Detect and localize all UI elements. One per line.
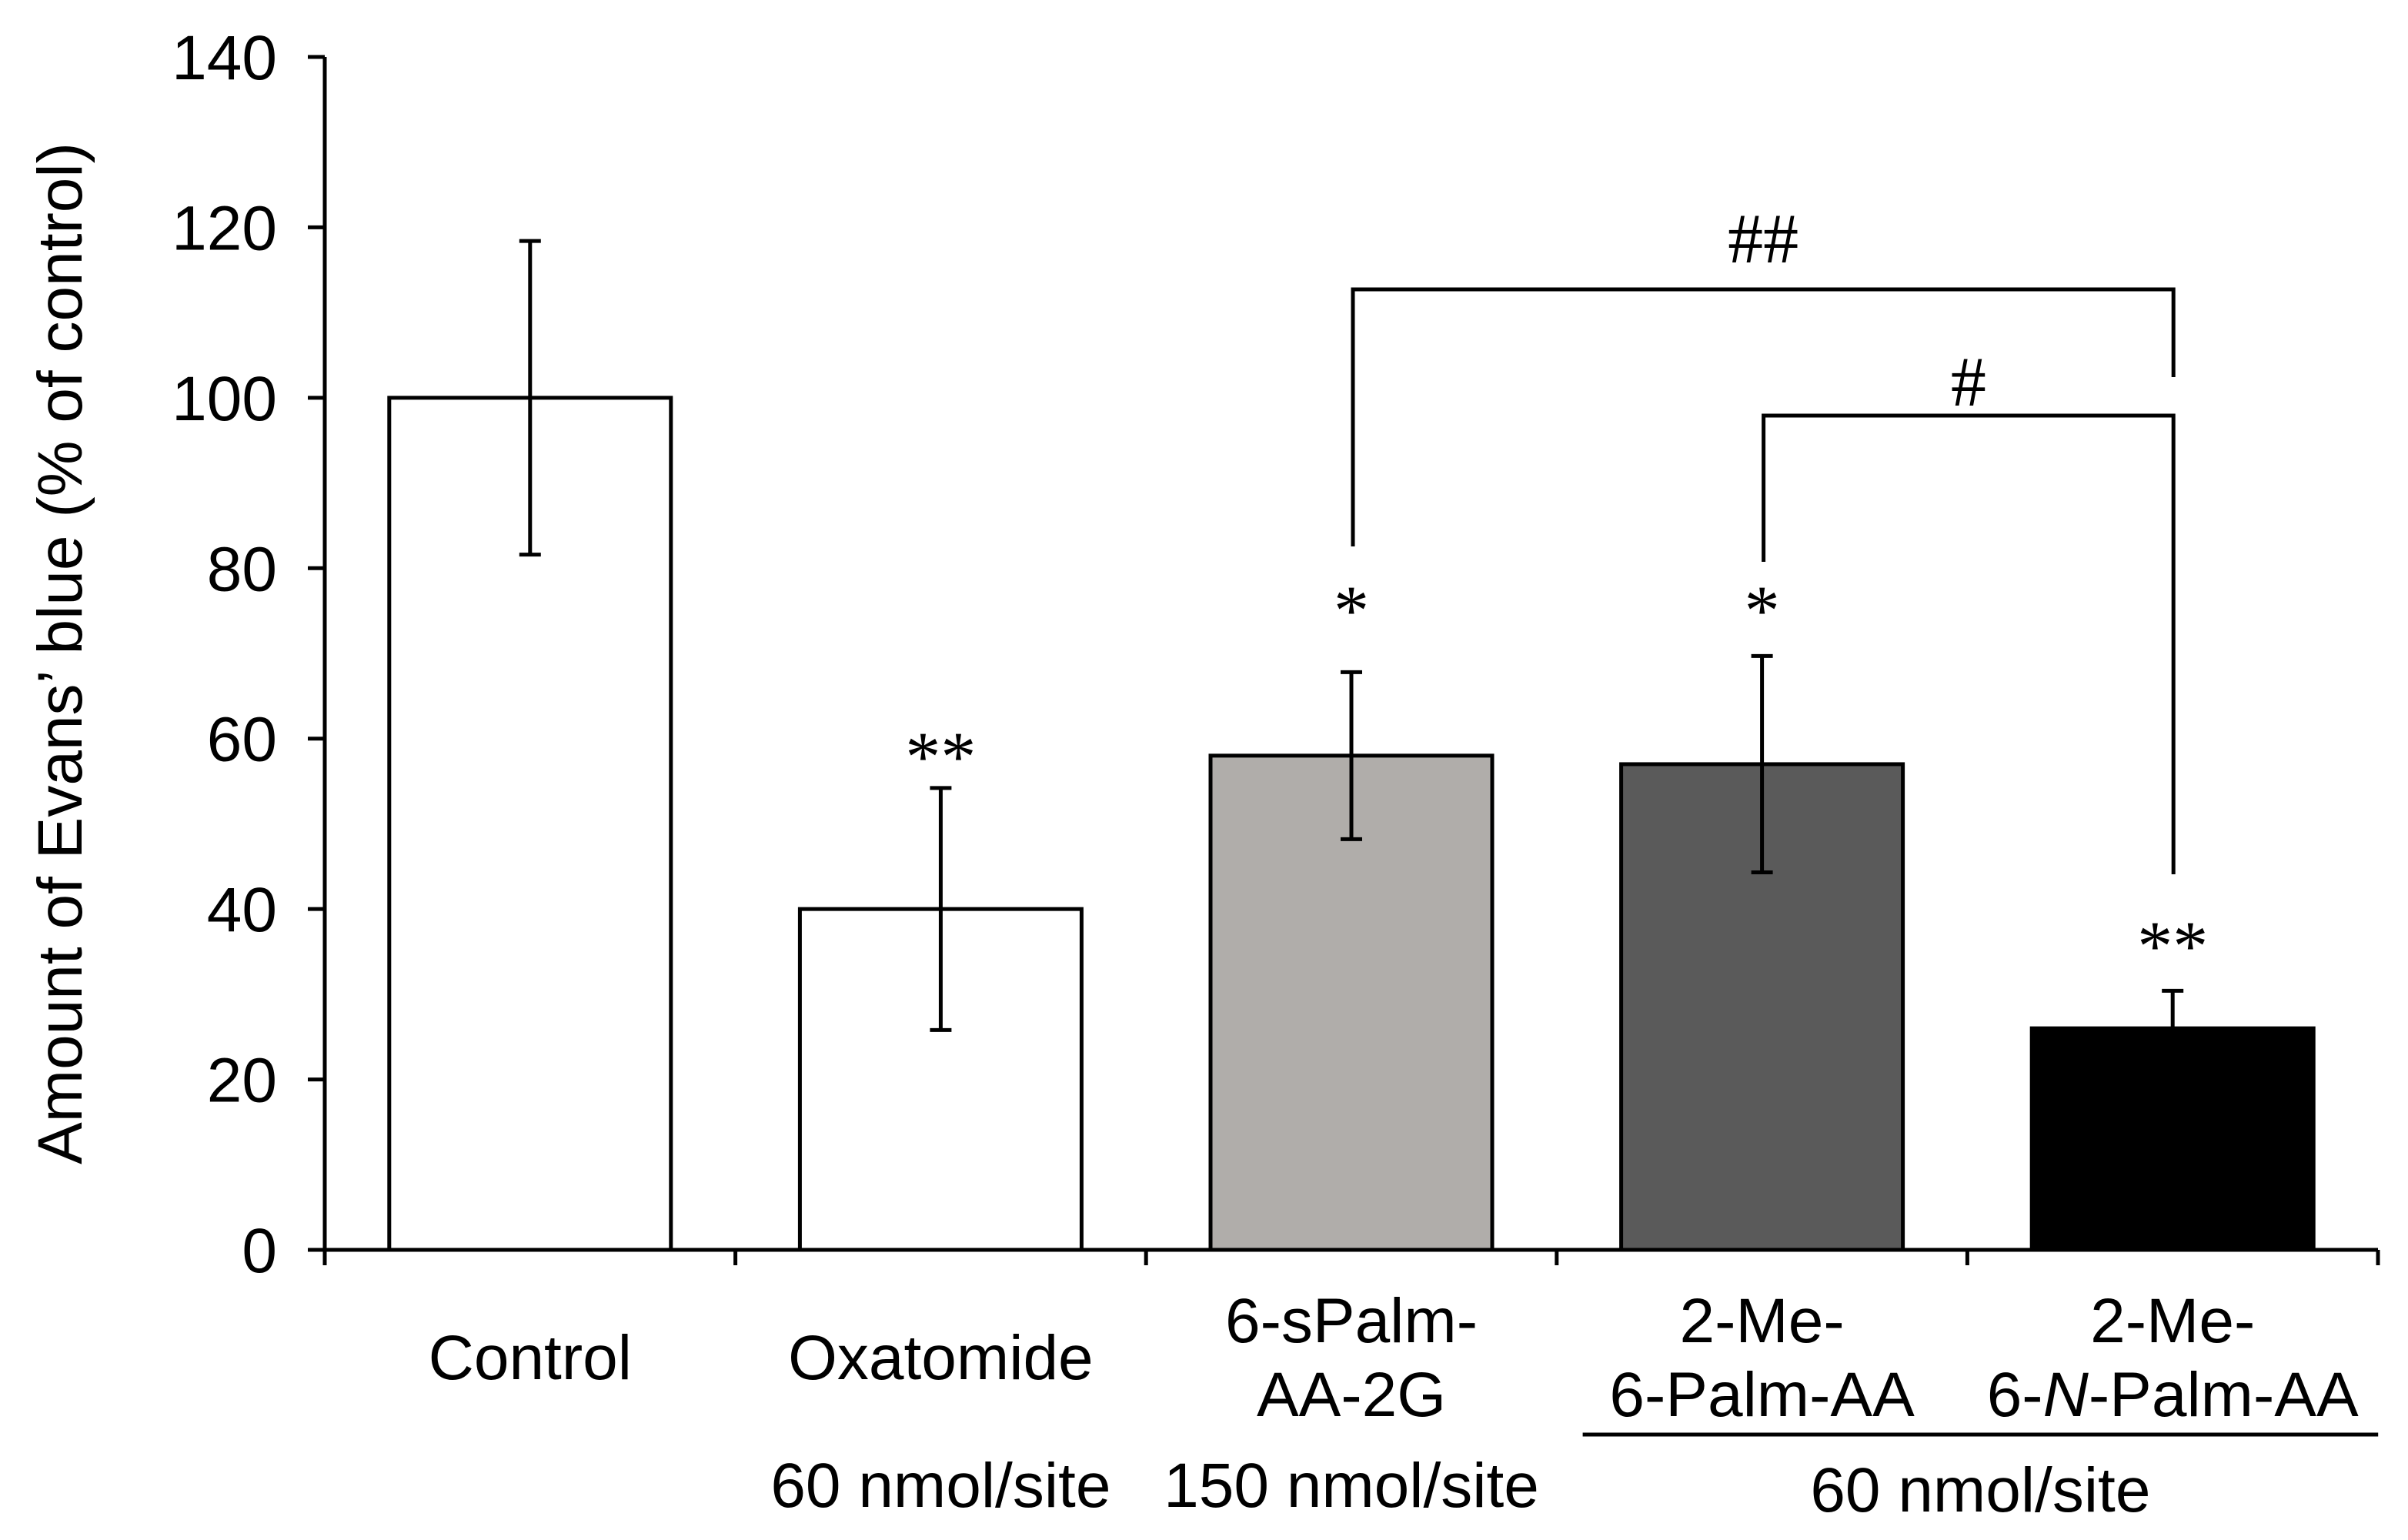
significance-marker-2: * bbox=[1334, 571, 1369, 650]
x-category-label-2-seg-0: AA-2G bbox=[1257, 1360, 1446, 1430]
y-tick-label-0: 0 bbox=[242, 1216, 277, 1286]
x-category-label-0-seg-0: Control bbox=[429, 1323, 632, 1393]
x-category-label-4-seg-0: 6- bbox=[1987, 1360, 2043, 1430]
significance-marker-3: * bbox=[1745, 571, 1780, 650]
significance-marker-4: ** bbox=[2137, 907, 2208, 985]
x-category-label-4-line-0: 2-Me- bbox=[2090, 1286, 2255, 1356]
y-tick-label-20: 20 bbox=[207, 1046, 277, 1116]
significance-annotations: *** ***### bbox=[905, 199, 2208, 985]
comparison-label-0: ## bbox=[1728, 199, 1798, 278]
x-category-label-1-seg-0: Oxatomide bbox=[788, 1323, 1094, 1393]
y-axis-title: Amount of Evans’ blue (% of control) bbox=[25, 142, 95, 1164]
axis-labels: 0 20 40 60 80 100 120 140 Control Oxatomide 6-sPal… bbox=[172, 23, 2379, 1525]
error-bar-4 bbox=[2162, 988, 2184, 1068]
x-category-label-4-line-1: 6-N-Palm-AA bbox=[1987, 1360, 2359, 1430]
x-category-label-1-line-0: Oxatomide bbox=[788, 1323, 1094, 1393]
x-category-label-3-seg-0: 2-Me- bbox=[1680, 1286, 1845, 1356]
x-category-label-3-line-0: 2-Me- bbox=[1680, 1286, 1845, 1356]
axes bbox=[308, 55, 2380, 1265]
x-category-label-4-seg-0: 2-Me- bbox=[2090, 1286, 2255, 1356]
y-tick-label-120: 120 bbox=[172, 193, 277, 263]
error-bar-2 bbox=[1341, 670, 1362, 841]
comparison-bracket-1 bbox=[1762, 413, 2176, 874]
error-bar-0 bbox=[519, 239, 541, 557]
y-tick-label-80: 80 bbox=[207, 534, 277, 604]
comparison-bracket-0 bbox=[1351, 287, 2176, 546]
x-category-label-2-line-1: AA-2G bbox=[1257, 1360, 1446, 1430]
dose-label-1: 150 nmol/site bbox=[1164, 1451, 1539, 1521]
x-category-label-3-line-1: 6-Palm-AA bbox=[1609, 1360, 1915, 1430]
error-bar-3 bbox=[1751, 653, 1773, 875]
x-category-label-2-line-0: 6-sPalm- bbox=[1225, 1286, 1478, 1356]
comparison-label-1: # bbox=[1951, 342, 1986, 421]
x-category-label-4-seg-1: N bbox=[2043, 1360, 2089, 1430]
x-category-label-4-seg-2: -Palm-AA bbox=[2089, 1360, 2359, 1430]
error-bars bbox=[519, 239, 2184, 1068]
x-category-label-2-seg-0: 6-sPalm- bbox=[1225, 1286, 1478, 1356]
dose-label-0: 60 nmol/site bbox=[770, 1451, 1110, 1521]
y-tick-label-40: 40 bbox=[207, 875, 277, 945]
x-category-label-0-line-0: Control bbox=[429, 1323, 632, 1393]
dose-label-2: 60 nmol/site bbox=[1810, 1455, 2150, 1525]
y-tick-label-100: 100 bbox=[172, 364, 277, 434]
significance-marker-1: ** bbox=[905, 717, 976, 796]
y-tick-label-60: 60 bbox=[207, 705, 277, 775]
y-tick-label-140: 140 bbox=[172, 23, 277, 93]
error-bar-1 bbox=[930, 786, 952, 1032]
x-category-label-3-seg-0: 6-Palm-AA bbox=[1609, 1360, 1915, 1430]
